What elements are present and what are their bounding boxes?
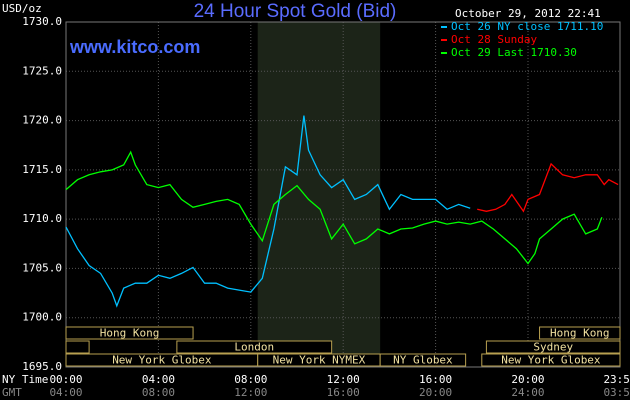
x2-tick-label: 20:00 [419,386,452,399]
chart-title: 24 Hour Spot Gold (Bid) [194,1,397,22]
x-tick-label: 12:00 [327,373,360,386]
legend-entry: Oct 26 NY close 1711.10 [451,20,603,33]
x-axis-label: NY Time [2,373,48,386]
y-tick-label: 1715.0 [22,163,62,176]
series-line [65,115,471,308]
y-tick-label: 1710.0 [22,212,62,225]
session-box [176,340,333,354]
session-box [539,326,621,340]
x2-tick-label: 04:00 [49,386,82,399]
session-label: New York Globex [501,354,601,367]
session-label: Sydney [533,341,573,354]
session-box [485,340,621,354]
timestamp: October 29, 2012 22:41 [455,7,601,20]
y-tick-label: 1700.0 [22,311,62,324]
y-tick-label: 1720.0 [22,114,62,127]
watermark: www.kitco.com [69,37,200,57]
x-tick-label: 20:00 [511,373,544,386]
x2-tick-label: 03:59 [603,386,630,399]
session-label: Hong Kong [100,327,160,340]
legend-entry: Oct 29 Last 1710.30 [451,46,577,59]
legend-entry: Oct 28 Sunday [451,33,537,46]
session-box [65,340,90,354]
x-tick-label: 23:59 [603,373,630,386]
y-tick-label: 1695.0 [22,360,62,373]
x2-tick-label: 24:00 [511,386,544,399]
x2-axis-label: GMT [2,386,22,399]
x2-tick-label: 12:00 [234,386,267,399]
session-box [65,326,194,340]
session-label: New York Globex [112,354,212,367]
shaded-session [257,22,381,367]
x-tick-label: 00:00 [49,373,82,386]
session-box [379,353,467,367]
y-tick-label: 1705.0 [22,261,62,274]
session-label: NY Globex [393,354,453,367]
session-label: London [234,341,274,354]
session-box [481,353,621,367]
y-axis-label: USD/oz [2,2,42,15]
session-label: New York NYMEX [273,354,366,367]
y-tick-label: 1730.0 [22,15,62,28]
series-line [477,162,619,213]
x-tick-label: 04:00 [142,373,175,386]
x-tick-label: 08:00 [234,373,267,386]
y-tick-label: 1725.0 [22,64,62,77]
x2-tick-label: 16:00 [327,386,360,399]
x-tick-label: 16:00 [419,373,452,386]
x2-tick-label: 08:00 [142,386,175,399]
series-line [65,150,603,265]
plot-frame [65,21,621,368]
session-label: Hong Kong [550,327,610,340]
